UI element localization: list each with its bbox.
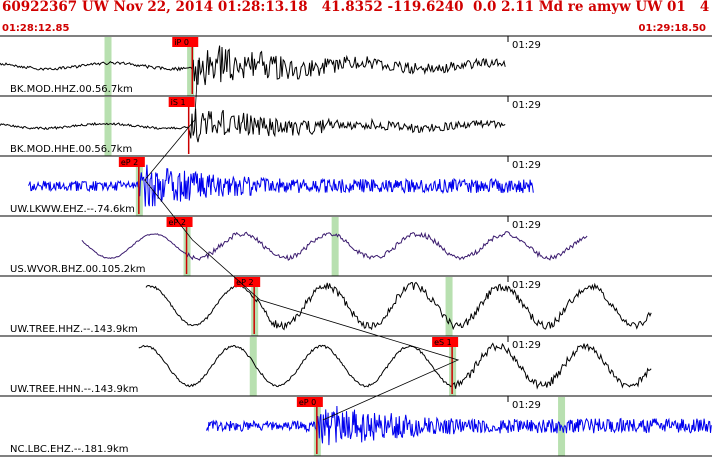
time-tick-label: 01:29 — [512, 400, 541, 411]
pick-label-box[interactable] — [166, 217, 193, 227]
pick-label-box[interactable] — [234, 277, 261, 287]
event-title: 60922367 UW Nov 22, 2014 01:28:13.18 41.… — [2, 0, 710, 15]
pick-label: eP 2 — [169, 218, 186, 227]
window-start-time: 01:28:12.85 — [2, 23, 70, 34]
waveform-trace — [138, 342, 652, 390]
waveform-trace — [145, 281, 652, 331]
channel-row[interactable]: 01:29 eP 2 UW.TREE.HHZ.--.143.9km — [0, 276, 712, 337]
pick-label: eP 2 — [121, 158, 138, 167]
channel-row[interactable]: 01:29 eS 1 UW.TREE.HHN.--.143.9km — [0, 336, 712, 397]
time-tick-label: 01:29 — [512, 100, 541, 111]
event-header: 60922367 UW Nov 22, 2014 01:28:13.18 41.… — [0, 0, 712, 24]
pick-label: eP 0 — [299, 398, 316, 407]
pick-window-shade — [331, 217, 339, 276]
pick-label: eS 1 — [434, 338, 452, 347]
pick-window-shade — [187, 37, 195, 96]
time-tick-label: 01:29 — [512, 160, 541, 171]
pick-label-box[interactable] — [168, 97, 195, 107]
pick-label: iP 0 — [174, 38, 189, 47]
waveform-trace — [81, 231, 588, 261]
waveform-trace — [0, 108, 506, 143]
pick-label-box[interactable] — [296, 397, 323, 407]
pick-label-box[interactable] — [432, 337, 459, 347]
waveform-trace — [206, 405, 712, 446]
waveform-trace — [28, 164, 534, 207]
channel-row[interactable]: 01:29 eP 0 NC.LBC.EHZ.--.181.9km — [0, 396, 712, 457]
waveform-trace — [0, 45, 506, 86]
channel-label: BK.MOD.HHZ.00.56.7km — [10, 84, 133, 95]
channel-label: UW.TREE.HHZ.--.143.9km — [10, 324, 138, 335]
time-tick-label: 01:29 — [512, 280, 541, 291]
time-tick-label: 01:29 — [512, 40, 541, 51]
pick-window-shade — [249, 337, 257, 396]
pick-window-shade — [104, 97, 112, 156]
travel-time-curve — [144, 59, 460, 421]
channel-label: BK.MOD.HHE.00.56.7km — [10, 144, 132, 155]
pick-label: eP 2 — [236, 278, 253, 287]
channel-label: US.WVOR.BHZ.00.105.2km — [10, 264, 146, 275]
pick-label: iS 1 — [171, 98, 186, 107]
pick-window-shade — [104, 37, 112, 96]
pick-label-box[interactable] — [172, 37, 199, 47]
channel-row[interactable]: 01:29 iS 1 BK.MOD.HHE.00.56.7km — [0, 96, 712, 157]
channel-label: UW.TREE.HHN.--.143.9km — [10, 384, 138, 395]
pick-window-shade — [445, 277, 453, 336]
channel-row[interactable]: 01:29 eP 2 UW.LKWW.EHZ.--.74.6km — [0, 156, 712, 217]
pick-label-box[interactable] — [118, 157, 145, 167]
window-end-time: 01:29:18.50 — [638, 23, 706, 34]
channel-label: NC.LBC.EHZ.--.181.9km — [10, 444, 128, 455]
channel-row[interactable]: 01:29 iP 0 BK.MOD.HHZ.00.56.7km — [0, 36, 712, 97]
channel-row[interactable]: 01:29 eP 2 US.WVOR.BHZ.00.105.2km — [0, 216, 712, 277]
time-tick-label: 01:29 — [512, 220, 541, 231]
time-tick-label: 01:29 — [512, 340, 541, 351]
channel-label: UW.LKWW.EHZ.--.74.6km — [10, 204, 135, 215]
